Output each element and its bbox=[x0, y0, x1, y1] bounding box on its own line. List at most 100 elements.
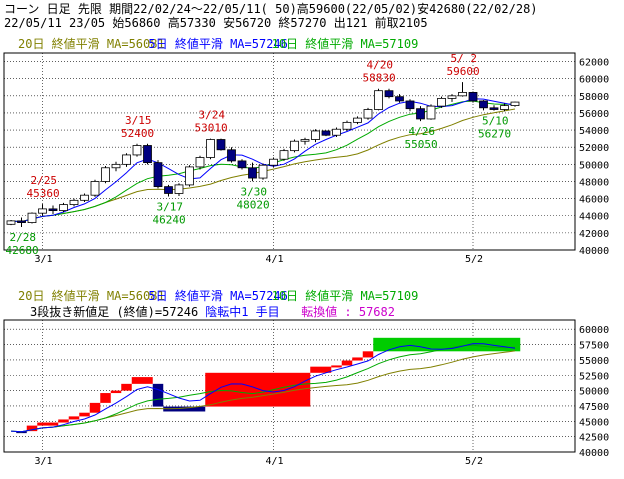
annotation-value: 52400 bbox=[121, 127, 154, 140]
x-tick-label: 4/1 bbox=[266, 456, 284, 467]
candle-body bbox=[248, 167, 257, 179]
y-tick-label: 54000 bbox=[579, 126, 609, 137]
brick-info-prefix: 3段抜き新値足 (終値)=57246 bbox=[30, 304, 198, 319]
brick-info-count: 1 手目 bbox=[241, 305, 279, 319]
y-tick-label: 52000 bbox=[579, 143, 609, 154]
candle-body bbox=[468, 92, 478, 102]
annotation-value: 48020 bbox=[237, 198, 270, 211]
y-tick-label: 60000 bbox=[579, 325, 609, 336]
annotation-date: 2/28 bbox=[10, 231, 37, 244]
candle-body bbox=[227, 149, 236, 162]
candle-body bbox=[363, 109, 373, 119]
y-tick-label: 60000 bbox=[579, 75, 609, 86]
x-tick-label: 5/2 bbox=[465, 456, 483, 467]
annotation-date: 4/26 bbox=[409, 125, 436, 138]
candle-body bbox=[48, 208, 58, 212]
candle-body bbox=[405, 100, 415, 110]
annotation-date: 4/20 bbox=[367, 59, 394, 72]
annotation-date: 5/10 bbox=[482, 115, 509, 128]
candle-body bbox=[447, 95, 457, 99]
chart-header-info: 22/05/11 23/05 始56860 高57330 安56720 終572… bbox=[4, 15, 428, 30]
candle-body bbox=[342, 121, 352, 130]
annotation-value: 56270 bbox=[478, 128, 511, 141]
brick bbox=[58, 419, 69, 423]
annotation-value: 42680 bbox=[6, 244, 39, 257]
candle-body bbox=[27, 212, 37, 223]
candle-body bbox=[237, 160, 247, 169]
ma5-line-bottom bbox=[10, 343, 516, 433]
legend-entry-0: 20日 終値平滑 MA=56081 bbox=[18, 36, 165, 51]
brick-info-status: 陰転中 bbox=[205, 304, 241, 319]
candle-body bbox=[311, 130, 320, 140]
brick bbox=[131, 377, 153, 384]
candle-body bbox=[395, 96, 404, 102]
candle-body bbox=[374, 90, 383, 110]
candle-body bbox=[269, 158, 278, 166]
y-tick-label: 46000 bbox=[579, 195, 609, 206]
candle-body bbox=[258, 164, 268, 179]
y-tick-label: 45000 bbox=[579, 417, 609, 428]
annotation-date: 3/15 bbox=[125, 114, 152, 127]
candle-body bbox=[59, 204, 68, 212]
brick bbox=[205, 372, 311, 407]
candle-body bbox=[416, 108, 425, 120]
candle-body bbox=[489, 107, 499, 110]
candle-body bbox=[479, 100, 488, 109]
candle-body bbox=[153, 162, 163, 188]
candle-body bbox=[164, 186, 173, 194]
legend-entry-1: 5日 終値平滑 MA=57246 bbox=[148, 36, 287, 51]
y-tick-label: 40000 bbox=[579, 246, 609, 257]
candle-body bbox=[216, 139, 226, 151]
y-tick-label: 57500 bbox=[579, 341, 609, 352]
brick bbox=[341, 360, 353, 366]
candle-body bbox=[458, 92, 467, 97]
candle-body bbox=[206, 139, 215, 158]
y-tick-label: 40000 bbox=[579, 448, 609, 459]
plot-frame bbox=[3, 52, 576, 251]
candle-body bbox=[80, 194, 89, 201]
annotation-value: 59600 bbox=[447, 65, 480, 78]
candle-body bbox=[353, 117, 362, 123]
y-tick-label: 42000 bbox=[579, 229, 609, 240]
candle-body bbox=[195, 157, 205, 168]
brick bbox=[331, 365, 342, 368]
candle-body bbox=[437, 97, 446, 107]
candle-body bbox=[300, 139, 310, 142]
brick bbox=[352, 357, 363, 361]
candle-body bbox=[332, 128, 341, 136]
brick bbox=[373, 337, 521, 352]
candle-body bbox=[17, 220, 26, 223]
x-tick-label: 3/1 bbox=[35, 456, 53, 467]
y-tick-label: 62000 bbox=[579, 58, 609, 69]
annotation-value: 55050 bbox=[405, 138, 438, 151]
y-tick-label: 44000 bbox=[579, 212, 609, 223]
brick bbox=[26, 425, 38, 432]
legend-entry-0: 20日 終値平滑 MA=56081 bbox=[18, 288, 165, 303]
y-tick-label: 52500 bbox=[579, 371, 609, 382]
brick bbox=[79, 412, 90, 417]
chart-header-title: コーン 日足 先限 期間22/02/24～22/05/11( 50)高59600… bbox=[4, 1, 538, 16]
brick bbox=[362, 351, 374, 358]
brick bbox=[100, 393, 111, 403]
candle-body bbox=[6, 220, 16, 225]
candle-body bbox=[143, 145, 152, 164]
candle-body bbox=[101, 167, 110, 182]
candle-body bbox=[500, 105, 509, 110]
candle-body bbox=[90, 181, 100, 196]
candle-body bbox=[185, 166, 194, 186]
candle-body bbox=[321, 130, 331, 136]
candle-body bbox=[426, 105, 436, 120]
candle-body bbox=[279, 150, 289, 160]
annotation-date: 5/ 2 bbox=[451, 52, 478, 65]
candle-body bbox=[510, 101, 520, 106]
y-tick-label: 50000 bbox=[579, 160, 609, 171]
candle-body bbox=[384, 90, 394, 98]
y-tick-label: 58000 bbox=[579, 92, 609, 103]
x-tick-label: 3/1 bbox=[35, 254, 53, 265]
annotation-value: 46240 bbox=[153, 214, 186, 227]
y-tick-label: 42500 bbox=[579, 433, 609, 444]
x-tick-label: 5/2 bbox=[465, 254, 483, 265]
